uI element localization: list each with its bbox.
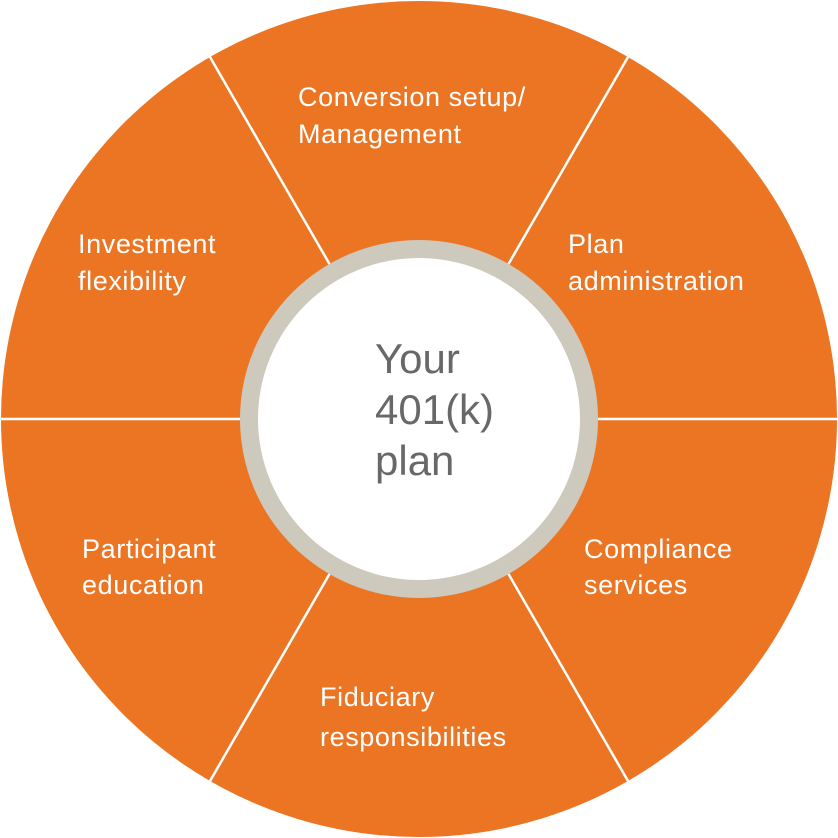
segment-label-line: flexibility <box>78 266 187 296</box>
segment-label-line: Fiduciary <box>320 682 435 712</box>
center-title-line-2: 401(k) <box>375 386 494 433</box>
segment-label-compliance: Compliance services <box>584 534 741 600</box>
center-title: Your 401(k) plan <box>375 335 506 484</box>
segment-label-conversion: Conversion setup/ Management <box>298 82 534 149</box>
segment-label-line: Management <box>298 119 462 149</box>
segment-label-line: Participant <box>82 534 216 564</box>
segment-label-investment: Investment flexibility <box>78 229 224 296</box>
segment-label-line: Conversion setup/ <box>298 82 526 112</box>
segment-label-line: responsibilities <box>320 722 507 752</box>
segment-label-line: Investment <box>78 229 216 259</box>
segment-label-line: administration <box>568 266 744 296</box>
segment-label-line: services <box>584 570 688 600</box>
segment-dividers <box>1 56 837 782</box>
segment-label-plan-administration: Plan administration <box>568 229 744 296</box>
center-title-line-3: plan <box>375 437 454 484</box>
segment-label-line: Plan <box>568 229 624 259</box>
segment-label-participant: Participant education <box>82 534 224 600</box>
segment-label-fiduciary: Fiduciary responsibilities <box>320 682 507 752</box>
segment-label-line: Compliance <box>584 534 733 564</box>
segment-label-line: education <box>82 570 205 600</box>
center-title-line-1: Your <box>375 335 460 382</box>
center-circle <box>258 258 580 580</box>
